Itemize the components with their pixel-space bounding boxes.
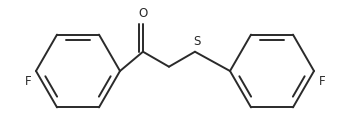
Text: O: O bbox=[138, 7, 148, 20]
Text: S: S bbox=[193, 35, 201, 48]
Text: F: F bbox=[24, 75, 31, 88]
Text: F: F bbox=[319, 75, 326, 88]
